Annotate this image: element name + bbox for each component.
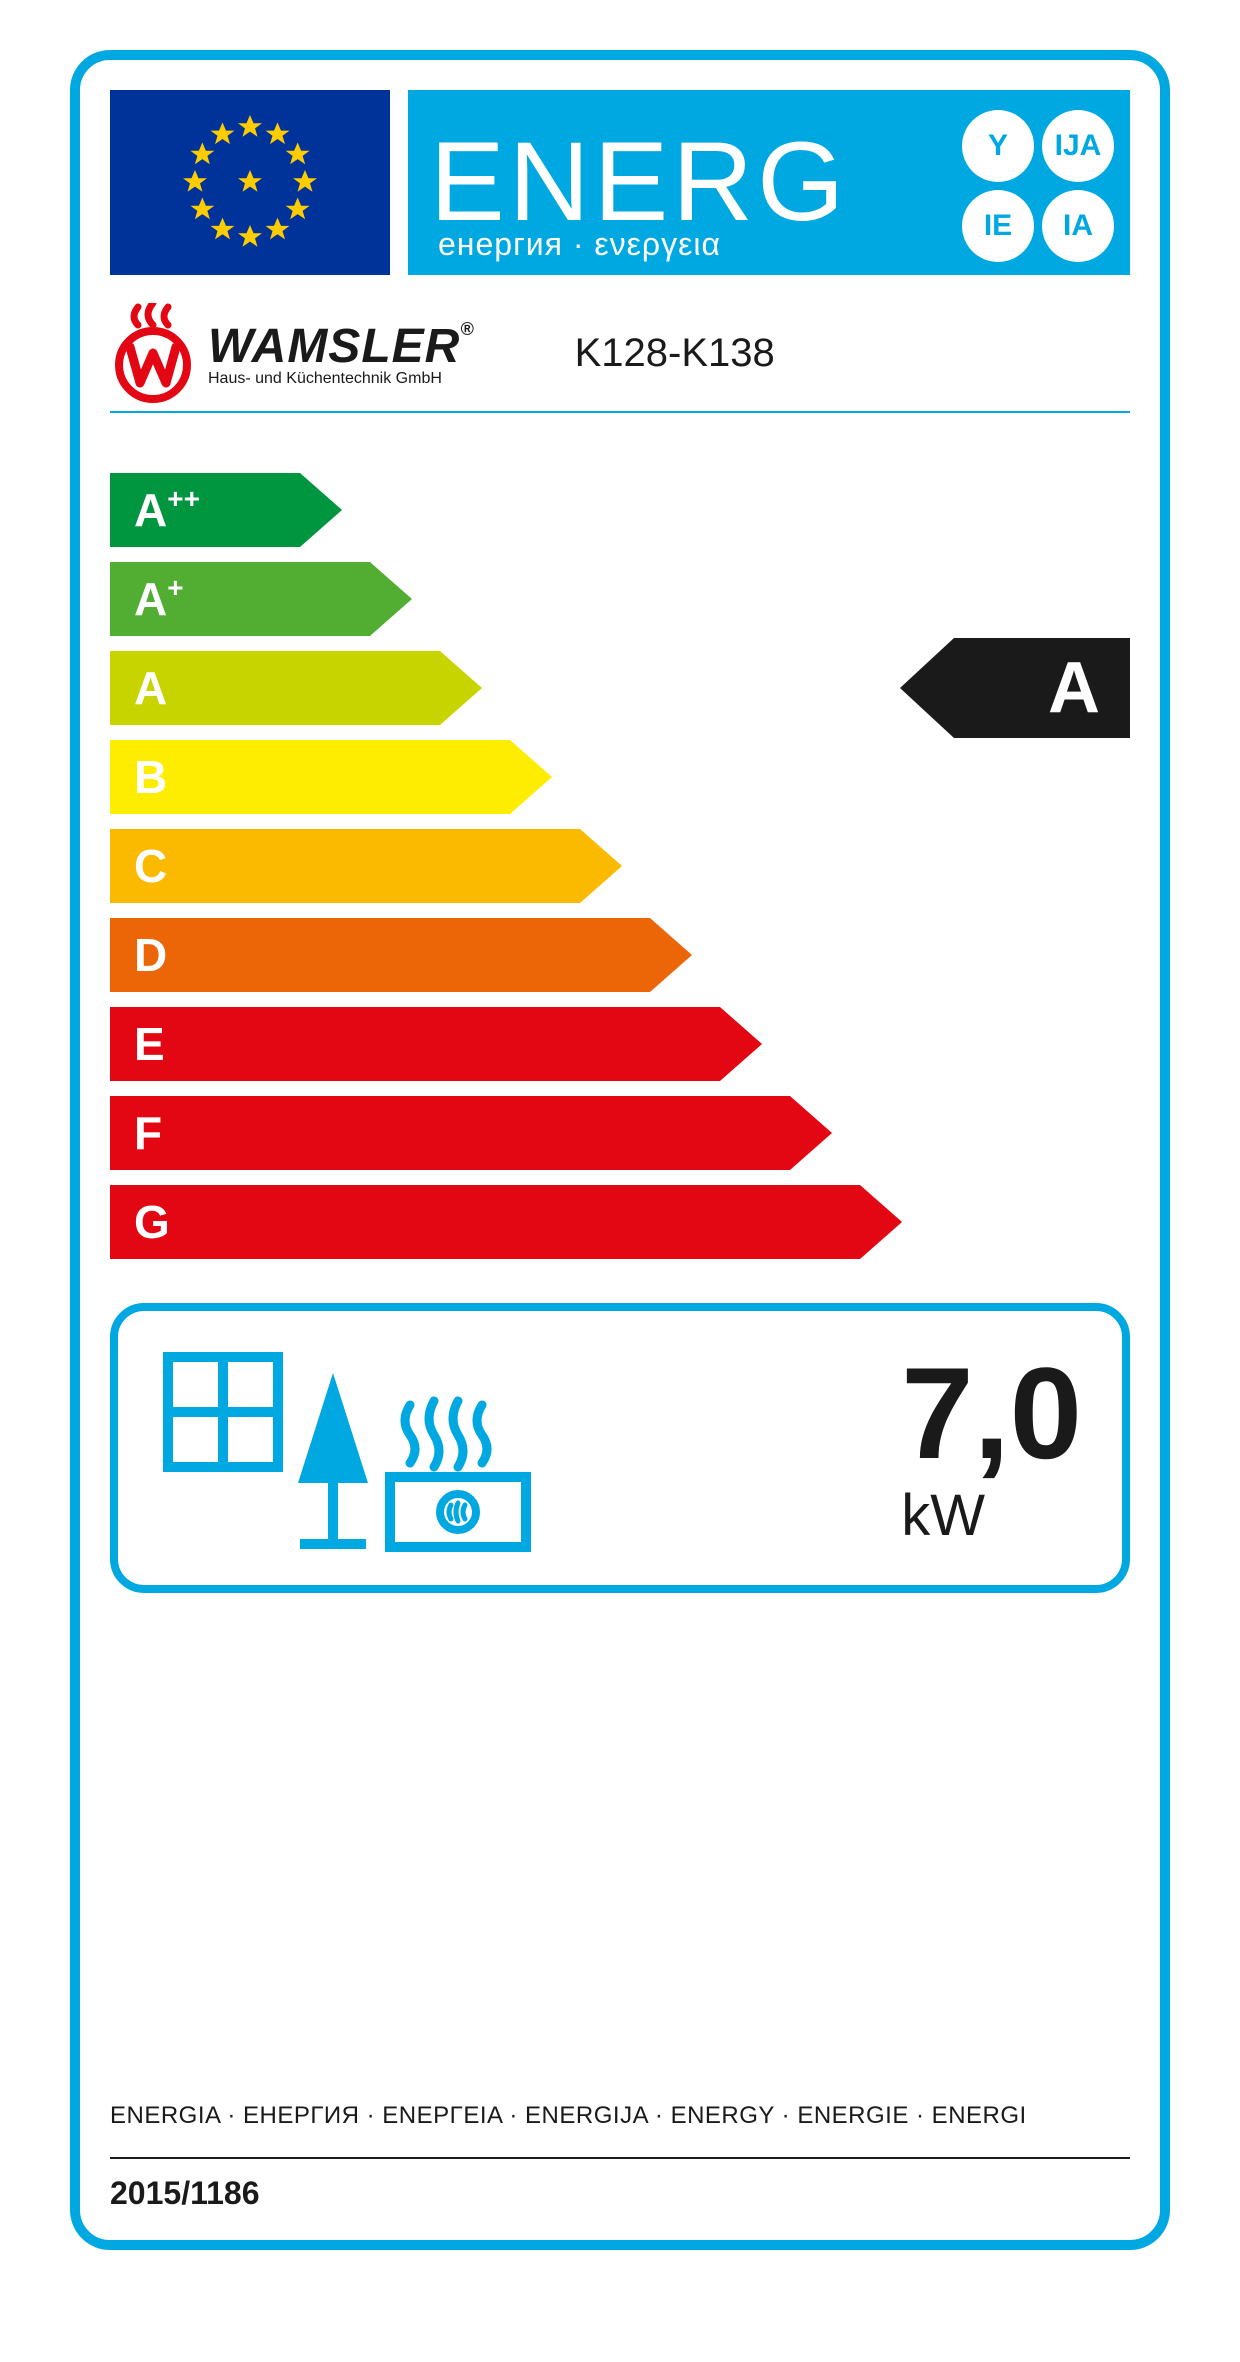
rating-arrow: D — [110, 918, 1130, 992]
power-unit: kW — [901, 1482, 1082, 1549]
rating-arrow-label: G — [134, 1195, 170, 1249]
model-number: K128-K138 — [575, 331, 775, 376]
rating-pointer-label: A — [1048, 647, 1100, 729]
brand-row: WAMSLER® Haus- und Küchentechnik GmbH K1… — [110, 303, 1130, 413]
rating-arrow-label: E — [134, 1017, 165, 1071]
suffix-badge: IA — [1042, 190, 1114, 262]
brand-logo: WAMSLER® Haus- und Küchentechnik GmbH — [110, 303, 475, 403]
rating-arrow-label: D — [134, 928, 167, 982]
footer-regulation: 2015/1186 — [110, 2157, 1130, 2212]
suffix-badge: IE — [962, 190, 1034, 262]
power-number: 7,0 — [901, 1348, 1082, 1478]
rating-arrow-label: A++ — [134, 483, 200, 537]
rating-arrow: E — [110, 1007, 1130, 1081]
wamsler-logo-icon — [110, 303, 196, 403]
power-value-block: 7,0 kW — [901, 1348, 1082, 1549]
suffix-badge: IJA — [1042, 110, 1114, 182]
brand-name: WAMSLER® — [208, 319, 475, 374]
rating-pointer: A — [900, 638, 1130, 738]
heater-icons — [158, 1343, 538, 1553]
energ-word: ENERG — [430, 132, 848, 233]
energ-subtitle: енергия · ενεργεια — [438, 226, 721, 263]
rating-arrow: F — [110, 1096, 1130, 1170]
eu-flag-icon — [110, 90, 390, 275]
energ-suffix-grid: Y IJA IE IA — [962, 110, 1114, 262]
rating-arrow: C — [110, 829, 1130, 903]
rating-arrow-label: F — [134, 1106, 162, 1160]
rating-arrow-label: C — [134, 839, 167, 893]
rating-arrow: A++ — [110, 473, 1130, 547]
rating-arrow: B — [110, 740, 1130, 814]
energy-label-frame: ENERG енергия · ενεργεια Y IJA IE IA — [70, 50, 1170, 2250]
rating-arrow-label: A — [134, 661, 167, 715]
energ-wordmark: ENERG енергия · ενεργεια Y IJA IE IA — [408, 90, 1130, 275]
power-output-box: 7,0 kW — [110, 1303, 1130, 1593]
header-row: ENERG енергия · ενεργεια Y IJA IE IA — [110, 90, 1130, 275]
rating-arrow: A+ — [110, 562, 1130, 636]
footer-languages: ENERGIA · ЕНЕРГИЯ · ΕΝΕΡΓΕΙΑ · ENERGIJA … — [110, 2102, 1027, 2130]
rating-scale: A++A+ABCDEFGA — [110, 473, 1130, 1273]
rating-arrow-label: A+ — [134, 572, 184, 626]
rating-arrow: G — [110, 1185, 1130, 1259]
rating-arrow-label: B — [134, 750, 167, 804]
brand-tagline: Haus- und Küchentechnik GmbH — [208, 370, 475, 388]
suffix-badge: Y — [962, 110, 1034, 182]
